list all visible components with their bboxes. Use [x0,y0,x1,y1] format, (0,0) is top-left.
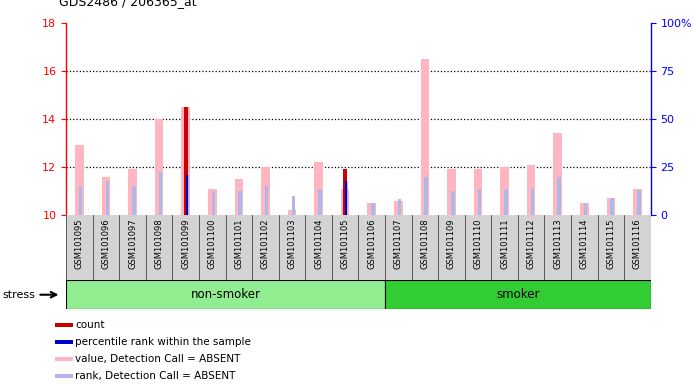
Bar [79,186,82,215]
Text: GSM101099: GSM101099 [181,218,190,269]
Bar [385,280,651,309]
Bar [128,169,137,215]
Bar [367,203,376,215]
Bar [451,191,454,215]
Bar [341,189,349,215]
Bar [55,340,72,344]
Bar [394,201,402,215]
Bar [75,146,84,215]
Bar [315,162,323,215]
Text: GSM101098: GSM101098 [155,218,164,269]
Text: GSM101114: GSM101114 [580,218,589,269]
Text: rank, Detection Call = ABSENT: rank, Detection Call = ABSENT [75,371,236,381]
Bar [292,196,295,215]
Text: GSM101112: GSM101112 [527,218,536,269]
Bar [55,374,72,377]
Bar [345,182,348,215]
Text: percentile rank within the sample: percentile rank within the sample [75,337,251,347]
Text: GSM101103: GSM101103 [287,218,296,269]
Text: GSM101116: GSM101116 [633,218,642,269]
Text: GSM101097: GSM101097 [128,218,137,269]
Text: GSM101115: GSM101115 [606,218,615,269]
Bar [553,134,562,215]
Text: GSM101100: GSM101100 [208,218,216,269]
Bar [345,182,347,215]
Text: smoker: smoker [496,288,539,301]
Bar [372,203,374,215]
Bar [633,189,642,215]
Bar [580,203,589,215]
Bar [265,186,269,215]
Bar [212,191,215,215]
Bar [420,59,429,215]
Bar [318,189,322,215]
Bar [474,169,482,215]
Text: GSM101107: GSM101107 [394,218,403,269]
Bar [425,177,428,215]
Bar [504,189,507,215]
Bar [557,177,561,215]
Bar [66,280,385,309]
Text: non-smoker: non-smoker [191,288,260,301]
Text: stress: stress [2,290,35,300]
Bar [239,191,242,215]
Text: value, Detection Call = ABSENT: value, Detection Call = ABSENT [75,354,241,364]
Bar [106,182,109,215]
Bar [527,165,535,215]
Bar [182,107,190,215]
Text: GSM101108: GSM101108 [420,218,429,269]
Bar [184,107,188,215]
Bar [398,199,402,215]
Bar [102,177,110,215]
Text: GSM101106: GSM101106 [367,218,377,269]
Bar [55,323,72,327]
Bar [610,198,614,215]
Text: GSM101111: GSM101111 [500,218,509,269]
Text: GSM101102: GSM101102 [261,218,270,269]
Bar [637,190,640,215]
Text: GSM101113: GSM101113 [553,218,562,269]
Text: GSM101109: GSM101109 [447,218,456,269]
Bar [132,186,136,215]
Bar [584,203,587,215]
Bar [155,119,164,215]
Text: GSM101105: GSM101105 [340,218,349,269]
Text: GSM101110: GSM101110 [473,218,482,269]
Text: GSM101096: GSM101096 [102,218,111,269]
Bar [531,189,535,215]
Bar [500,167,509,215]
Bar [287,210,296,215]
Bar [55,357,72,361]
Bar [343,169,347,215]
Bar [185,175,189,215]
Bar [208,189,216,215]
Bar [186,175,188,215]
Bar [261,167,269,215]
Text: GSM101101: GSM101101 [235,218,244,269]
Text: GSM101095: GSM101095 [75,218,84,269]
Bar [235,179,243,215]
Bar [477,189,481,215]
Bar [607,198,615,215]
Bar [159,172,162,215]
Text: GDS2486 / 206365_at: GDS2486 / 206365_at [59,0,197,8]
Text: count: count [75,320,105,330]
Bar [448,169,456,215]
Text: GSM101104: GSM101104 [314,218,323,269]
